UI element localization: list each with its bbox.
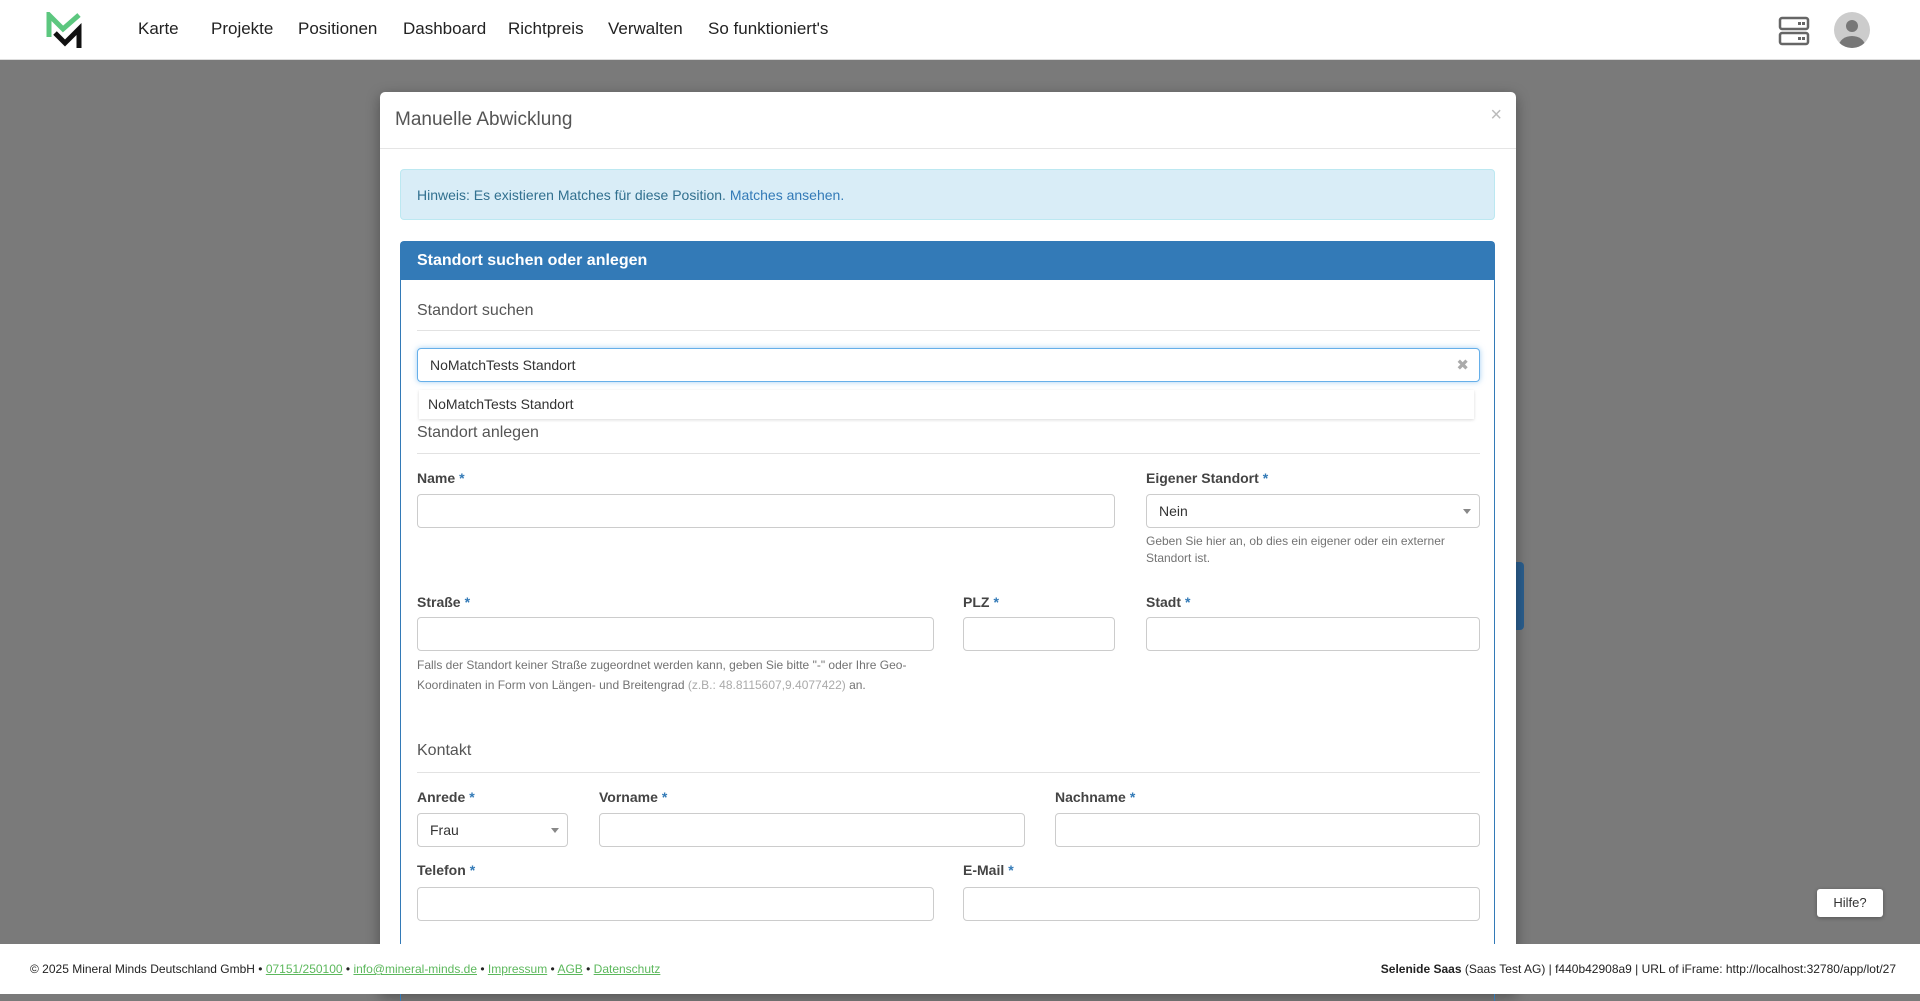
email-label: E-Mail *: [963, 862, 1014, 878]
lastname-label: Nachname *: [1055, 789, 1136, 805]
mineral-minds-logo[interactable]: [46, 12, 84, 50]
impressum-link[interactable]: Impressum: [487, 962, 548, 976]
close-icon[interactable]: ×: [1490, 104, 1502, 126]
location-panel: Standort suchen oder anlegen Standort su…: [400, 241, 1495, 1001]
salutation-select[interactable]: Frau: [417, 813, 568, 847]
chevron-down-icon: [551, 828, 559, 833]
server-icon[interactable]: [1778, 16, 1810, 46]
clear-icon[interactable]: ✖: [1456, 357, 1469, 374]
phone-input[interactable]: [417, 887, 934, 921]
footer: © 2025 Mineral Minds Deutschland GmbH • …: [0, 944, 1920, 994]
street-input[interactable]: [417, 617, 934, 651]
nav-projekte[interactable]: Projekte: [211, 19, 274, 38]
search-suggestion[interactable]: NoMatchTests Standort: [419, 390, 1474, 419]
street-label: Straße *: [417, 594, 471, 610]
alert-text: Hinweis: Es existieren Matches für diese…: [417, 187, 730, 203]
own-location-help: Geben Sie hier an, ob dies ein eigener o…: [1146, 534, 1445, 565]
footer-left: © 2025 Mineral Minds Deutschland GmbH • …: [30, 962, 661, 976]
name-input[interactable]: [417, 494, 1115, 528]
lastname-input[interactable]: [1055, 813, 1480, 847]
own-location-select[interactable]: Nein: [1146, 494, 1480, 528]
create-heading: Standort anlegen: [417, 424, 539, 441]
user-avatar-icon[interactable]: [1834, 12, 1870, 48]
agb-link[interactable]: AGB: [557, 962, 583, 976]
background-element: [1516, 562, 1524, 630]
divider: [417, 453, 1480, 454]
street-help: Falls der Standort keiner Straße zugeord…: [417, 658, 907, 692]
nav-karte[interactable]: Karte: [138, 19, 179, 38]
nav-dashboard[interactable]: Dashboard: [403, 19, 487, 38]
divider: [417, 772, 1480, 773]
plz-label: PLZ *: [963, 594, 999, 610]
phone-link[interactable]: 07151/250100: [265, 962, 343, 976]
contact-heading: Kontakt: [417, 742, 472, 759]
city-input[interactable]: [1146, 617, 1480, 651]
phone-label: Telefon *: [417, 862, 476, 878]
location-search-input[interactable]: NoMatchTests Standort ✖: [417, 348, 1480, 382]
salutation-label: Anrede *: [417, 789, 475, 805]
help-button[interactable]: Hilfe?: [1817, 889, 1883, 917]
email-input[interactable]: [963, 887, 1480, 921]
nav-positionen[interactable]: Positionen: [298, 19, 378, 38]
search-value: NoMatchTests Standort: [430, 357, 576, 373]
navbar: Karte Projekte Positionen Dashboard Rich…: [0, 0, 1920, 60]
divider: [380, 148, 1516, 149]
city-label: Stadt *: [1146, 594, 1191, 610]
view-matches-link[interactable]: Matches ansehen.: [729, 187, 845, 203]
panel-title: Standort suchen oder anlegen: [401, 242, 1494, 280]
plz-input[interactable]: [963, 617, 1115, 651]
name-label: Name *: [417, 470, 465, 486]
own-location-label: Eigener Standort *: [1146, 470, 1269, 486]
firstname-input[interactable]: [599, 813, 1025, 847]
divider: [417, 330, 1480, 331]
datenschutz-link[interactable]: Datenschutz: [593, 962, 661, 976]
matches-alert: Hinweis: Es existieren Matches für diese…: [400, 169, 1495, 220]
modal-title: Manuelle Abwicklung: [395, 109, 573, 130]
firstname-label: Vorname *: [599, 789, 668, 805]
nav-so-funktionierts[interactable]: So funktioniert's: [708, 19, 829, 38]
email-link[interactable]: info@mineral-minds.de: [353, 962, 477, 976]
nav-richtpreis[interactable]: Richtpreis: [508, 19, 584, 38]
nav-verwalten[interactable]: Verwalten: [608, 19, 683, 38]
chevron-down-icon: [1463, 509, 1471, 514]
footer-right: Selenide Saas (Saas Test AG) | f440b4290…: [1380, 962, 1896, 976]
manual-processing-modal: Manuelle Abwicklung × Hinweis: Es existi…: [380, 92, 1516, 1001]
search-heading: Standort suchen: [417, 302, 534, 319]
